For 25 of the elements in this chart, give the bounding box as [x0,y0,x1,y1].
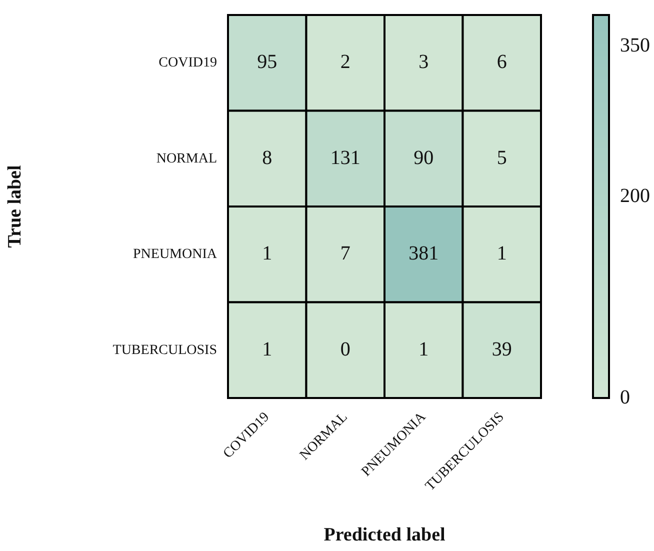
data-label: 95 [257,51,278,74]
data-label: 8 [262,146,272,169]
data-label: 90 [414,146,434,169]
color-bar-label: 0 [620,386,630,408]
data-label: 1 [262,338,272,360]
data-label: 2 [340,51,350,74]
data-label: 39 [492,338,512,360]
color-bar-label: 350 [620,34,650,56]
data-label: 1 [418,338,429,360]
y-tick-label: NORMAL [156,151,217,166]
data-label: 7 [340,242,350,265]
y-tick-label: COVID19 [158,56,217,71]
color-bar-label: 200 [620,185,650,208]
y-axis-title: True label [4,165,26,248]
y-tick-label: TUBERCULOSIS [112,342,217,358]
data-label: 3 [418,51,429,74]
x-axis-title: Predicted label [324,524,446,546]
data-label: 0 [340,338,350,360]
data-label: 5 [496,146,507,169]
y-tick-label: PNEUMONIA [133,247,218,262]
data-label: 6 [496,51,507,74]
data-label: 381 [408,242,439,265]
data-label: 1 [496,242,507,265]
data-label: 1 [262,242,272,265]
data-label: 131 [330,146,360,169]
